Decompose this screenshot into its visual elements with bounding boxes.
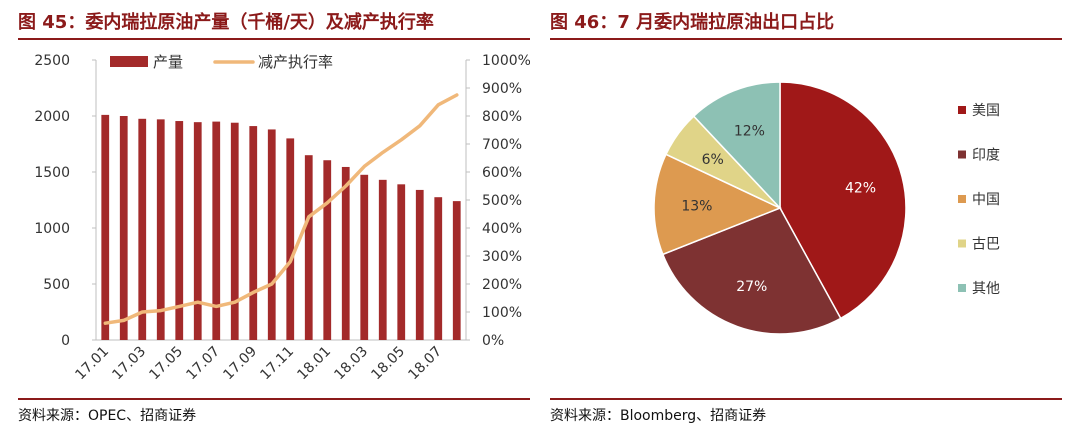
y-left-tick-label: 1000	[34, 221, 70, 237]
production-bar	[360, 174, 369, 340]
production-bar	[119, 116, 128, 340]
pie-slice-label: 6%	[702, 152, 724, 168]
legend-label: 中国	[972, 192, 1000, 208]
execution-rate-line	[103, 93, 459, 325]
production-bar	[175, 121, 184, 340]
pie-slice-label: 42%	[845, 180, 876, 196]
legend-label: 印度	[972, 148, 1000, 164]
y-right-tick-label: 400%	[482, 221, 522, 237]
production-bar	[415, 189, 424, 340]
source-rule	[550, 398, 1062, 400]
legend-swatch	[958, 239, 966, 248]
legend-label: 美国	[972, 103, 1000, 119]
y-right-tick-label: 0%	[482, 333, 504, 349]
pie-slice-label: 12%	[734, 124, 765, 140]
legend-swatch	[958, 284, 966, 292]
production-bar	[230, 122, 239, 340]
figure-45-source: 资料来源：OPEC、招商证券	[18, 408, 197, 424]
y-left-tick-label: 2500	[34, 53, 70, 69]
production-bar	[267, 129, 276, 340]
production-bar	[304, 155, 313, 340]
legend-label: 其他	[972, 281, 1000, 297]
y-right-tick-label: 100%	[482, 305, 522, 321]
y-left-tick-label: 2000	[34, 109, 70, 125]
x-tick-label: 18.01	[294, 344, 334, 384]
y-left-tick-label: 1500	[34, 165, 70, 181]
y-right-tick-label: 900%	[482, 81, 522, 97]
export-share-panel: 图 46：7 月委内瑞拉原油出口占比 42% 27% 13% 6% 12% 美国印度中国古…	[548, 0, 1069, 429]
y-right-tick-label: 200%	[482, 277, 522, 293]
production-bar	[323, 160, 332, 340]
pie-slice-label: 13%	[681, 198, 712, 214]
y-right-tick-label: 700%	[482, 137, 522, 153]
y-right-tick-label: 1000%	[482, 53, 530, 69]
production-chart-panel: 图 45：委内瑞拉原油产量（千桶/天）及减产执行率 0 500 1000 1500 20…	[0, 0, 530, 429]
pie-slice	[779, 81, 907, 320]
production-bar	[397, 184, 406, 340]
production-bar	[249, 126, 258, 340]
pie-slice	[692, 81, 781, 210]
x-tick-label: 18.05	[368, 344, 408, 384]
pie-slice	[653, 153, 782, 256]
y-right-tick-label: 800%	[482, 109, 522, 125]
x-tick-label: 18.03	[331, 344, 371, 384]
production-bar	[434, 197, 443, 340]
y-right-tick-label: 500%	[482, 193, 522, 209]
title-rule	[18, 38, 530, 40]
x-tick-label: 17.09	[220, 344, 260, 384]
production-bar	[452, 201, 461, 340]
pie-slice	[661, 207, 842, 335]
legend-line-label: 减产执行率	[258, 53, 333, 71]
y-left-tick-label: 0	[61, 333, 70, 349]
production-bar	[341, 166, 350, 340]
figure-45-title: 图 45：委内瑞拉原油产量（千桶/天）及减产执行率	[18, 12, 434, 33]
pie-slice-label: 27%	[736, 279, 767, 295]
title-rule	[550, 38, 1062, 40]
y-left-tick-label: 500	[43, 277, 70, 293]
legend-bar-swatch	[110, 56, 148, 67]
source-rule	[18, 398, 530, 400]
legend-swatch	[958, 195, 966, 203]
legend-swatch	[958, 150, 966, 159]
x-tick-label: 17.03	[109, 344, 149, 384]
production-combo-chart: 0 500 1000 1500 2000 2500 0% 100% 200% 300% 400% 50…	[34, 53, 530, 384]
figure-46-title: 图 46：7 月委内瑞拉原油出口占比	[550, 12, 835, 33]
x-tick-label: 18.07	[405, 344, 445, 384]
production-bar	[156, 119, 165, 340]
x-tick-label: 17.11	[257, 344, 297, 384]
production-bar	[193, 122, 202, 340]
legend-swatch	[958, 106, 966, 114]
production-bar	[101, 114, 110, 340]
figure-46-source: 资料来源：Bloomberg、招商证券	[550, 408, 767, 424]
x-tick-label: 17.01	[72, 344, 112, 384]
production-bar	[212, 121, 221, 340]
y-right-tick-label: 600%	[482, 165, 522, 181]
legend-label: 古巴	[972, 237, 1000, 253]
production-bar	[378, 179, 387, 340]
production-bar	[286, 138, 295, 340]
legend-bar-label: 产量	[153, 53, 183, 71]
x-tick-label: 17.05	[146, 344, 186, 384]
y-right-tick-label: 300%	[482, 249, 522, 265]
x-tick-label: 17.07	[183, 344, 223, 384]
production-bar	[138, 118, 147, 340]
